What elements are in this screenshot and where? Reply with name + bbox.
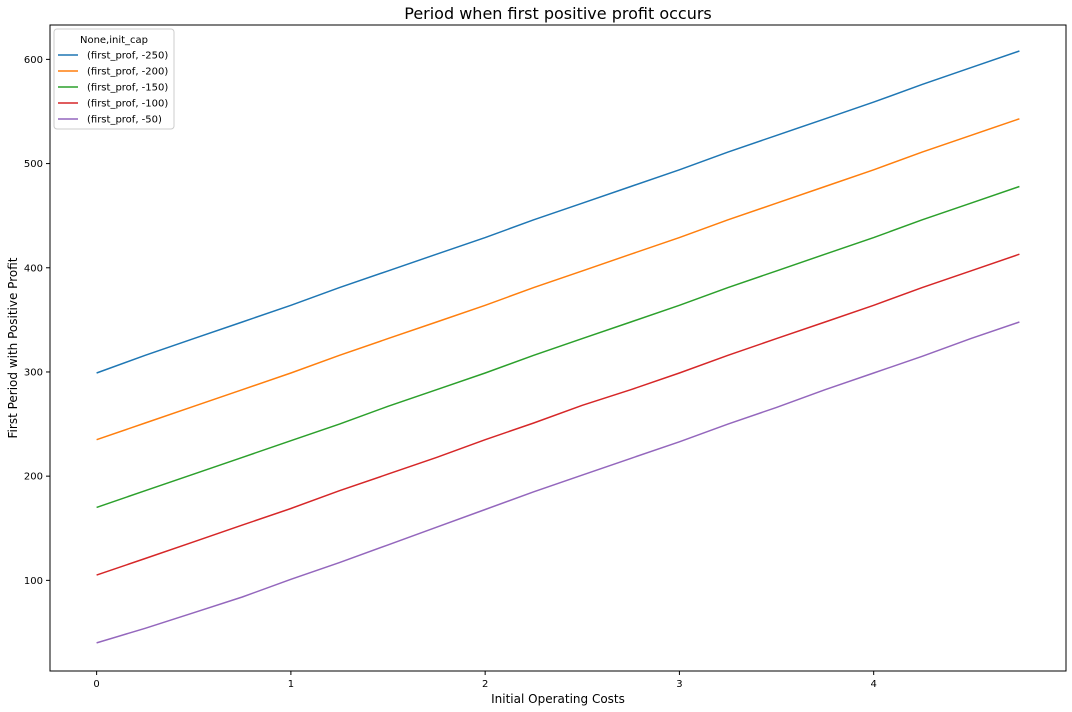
legend-label: (first_prof, -250) [87,51,168,62]
legend-entries: (first_prof, -250) (first_prof, -200) (fir… [58,51,168,126]
series-line-5 [96,321,1020,644]
legend-label: (first_prof, -150) [87,83,168,94]
y-tick-label: 400 [24,263,43,274]
x-tick-label: 3 [676,679,682,690]
y-tick-label: 100 [24,576,43,587]
series-layer [96,50,1020,644]
chart-title: Period when first positive profit occurs [404,4,712,23]
plot-frame [49,24,1067,672]
legend: None,init_cap (first_prof, -250)(first_p… [53,28,175,130]
x-axis-ticks: 0 1 2 3 4 [93,671,877,690]
y-tick-label: 300 [24,367,43,378]
series-line-4 [96,253,1020,576]
series-line-3 [96,185,1020,509]
legend-label: (first_prof, -50) [87,115,162,126]
legend-label: (first_prof, -100) [87,99,168,110]
legend-label: (first_prof, -200) [87,67,168,78]
y-axis-label: First Period with Positive Profit [6,257,20,438]
y-axis-ticks: 100 200 300 400 500 600 [24,55,50,587]
x-tick-label: 4 [870,679,876,690]
series-line-2 [96,118,1020,441]
legend-box [53,28,175,130]
legend-title: None,init_cap [80,35,148,46]
x-tick-label: 1 [288,679,294,690]
series-line-1 [96,50,1020,374]
x-tick-label: 0 [93,679,99,690]
x-axis-label: Initial Operating Costs [491,692,625,706]
y-tick-label: 200 [24,472,43,483]
y-tick-label: 600 [24,55,43,66]
y-tick-label: 500 [24,159,43,170]
x-tick-label: 2 [482,679,488,690]
